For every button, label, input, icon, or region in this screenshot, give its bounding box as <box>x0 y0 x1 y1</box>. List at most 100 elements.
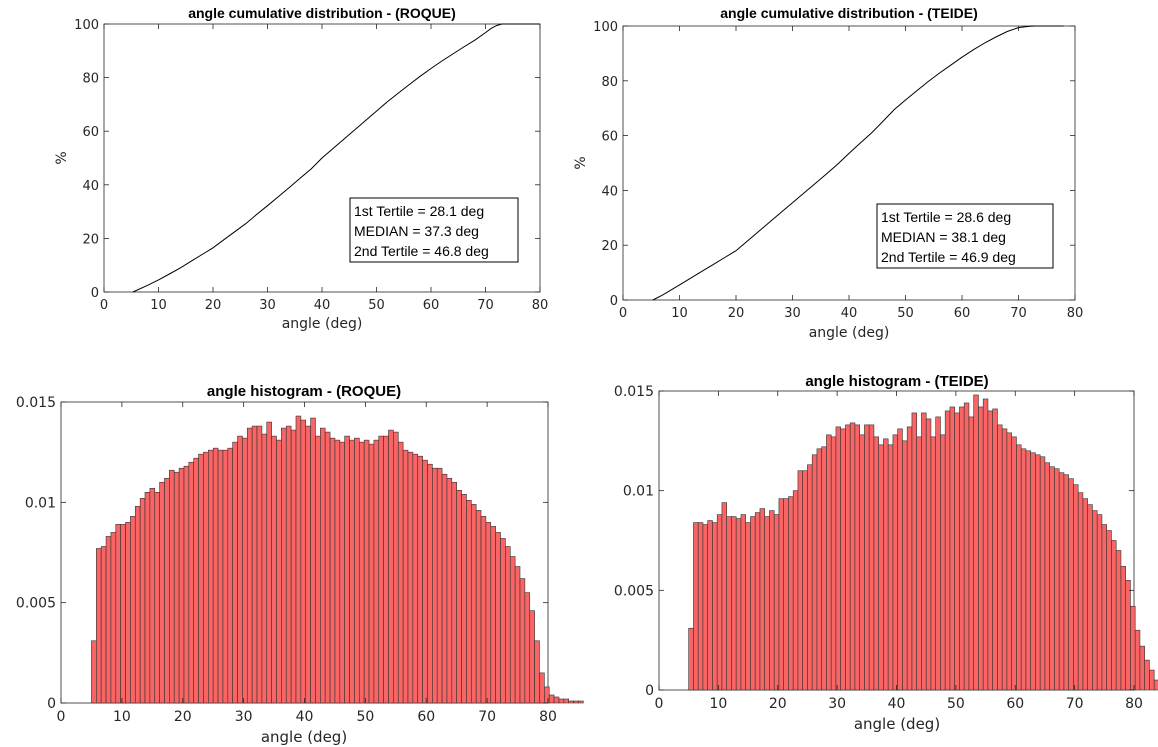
histogram-bar <box>524 592 531 704</box>
histogram-bar <box>826 434 832 691</box>
histogram-bar <box>548 694 555 704</box>
x-tick-label: 80 <box>1125 696 1143 712</box>
histogram-bar <box>271 435 277 704</box>
histogram-bar <box>792 490 799 691</box>
histogram-bar <box>495 532 501 704</box>
histogram-bar <box>1149 669 1155 691</box>
histogram-bar <box>407 451 414 704</box>
histogram-bar <box>1101 524 1107 691</box>
histogram-bar <box>1016 444 1022 691</box>
histogram-bar <box>1073 484 1079 691</box>
x-tick-label: 0 <box>619 306 627 321</box>
x-tick-label: 60 <box>954 306 971 321</box>
histogram-bar <box>363 439 370 704</box>
x-tick-label: 70 <box>1010 306 1027 321</box>
histogram-bar <box>721 502 727 691</box>
x-tick-label: 10 <box>113 709 131 725</box>
histogram-bar <box>183 465 190 704</box>
histogram-bar <box>349 439 355 704</box>
histogram-bar <box>1153 679 1158 691</box>
x-tick-label: 30 <box>259 298 276 313</box>
histogram-bar <box>139 498 146 704</box>
histogram-bar <box>432 467 438 704</box>
histogram-bar <box>1001 428 1008 691</box>
histogram-bar <box>368 443 375 704</box>
x-tick-label: 10 <box>150 298 167 313</box>
histogram-bar <box>295 415 302 704</box>
y-tick-label: 60 <box>601 130 618 145</box>
x-axis-label: angle (deg) <box>282 316 363 332</box>
histogram-bar <box>412 453 419 704</box>
histogram-bar <box>911 412 917 691</box>
histogram-bar <box>864 424 870 691</box>
histogram-bar <box>1006 432 1012 691</box>
x-tick-label: 20 <box>205 298 222 313</box>
histogram-bar <box>144 491 151 704</box>
histogram-bar <box>1096 514 1103 691</box>
histogram-bar <box>859 434 865 691</box>
histogram-bar <box>100 546 107 704</box>
histogram-bar <box>1082 498 1088 691</box>
histogram-bar <box>261 433 268 704</box>
histogram-bar <box>290 429 297 704</box>
histogram-bar <box>159 481 165 704</box>
cumulative-line <box>652 25 1064 301</box>
histogram-bar <box>883 438 889 691</box>
histogram-bar <box>997 424 1003 691</box>
histogram-bar <box>1020 448 1027 691</box>
x-tick-label: 40 <box>888 696 906 712</box>
x-axis-label: angle (deg) <box>809 325 890 341</box>
histogram-bar <box>769 510 775 691</box>
histogram-bar <box>310 417 316 704</box>
x-tick-label: 0 <box>655 696 664 712</box>
histogram-bar <box>397 441 404 704</box>
y-tick-label: 80 <box>601 75 618 90</box>
histogram-bar <box>835 426 841 691</box>
annotation-box <box>349 197 519 263</box>
histogram-bar <box>1077 492 1084 691</box>
y-ticks: 0 0.005 0.01 0.015 <box>614 384 1134 699</box>
histogram-bar <box>778 498 784 691</box>
x-axis-label: angle (deg) <box>854 715 940 733</box>
histogram-bar <box>266 421 272 704</box>
x-tick-label: 0 <box>57 709 66 725</box>
histogram-bar <box>1049 466 1055 691</box>
histogram-bar <box>788 496 794 691</box>
histogram-bar <box>949 406 955 691</box>
histogram-bar <box>978 406 984 691</box>
histogram-bar <box>402 449 409 704</box>
x-tick-label: 40 <box>296 709 314 725</box>
histogram-bar <box>173 471 180 704</box>
x-tick-label: 0 <box>100 298 108 313</box>
x-tick-label: 70 <box>478 709 496 725</box>
histogram-bar <box>878 444 884 691</box>
x-tick-label: 30 <box>828 696 846 712</box>
histogram-bar <box>1139 645 1145 691</box>
histogram-bar <box>944 410 951 691</box>
tertile-annotation: 1st Tertile = 28.1 deg MEDIAN = 37.3 deg… <box>349 197 519 263</box>
x-tick-label: 50 <box>368 298 385 313</box>
x-tick-label: 30 <box>235 709 253 725</box>
histogram-bar <box>1058 472 1065 691</box>
histogram-bar <box>188 461 195 704</box>
y-tick-label: 40 <box>601 184 618 199</box>
histogram-bar <box>315 435 321 704</box>
histogram-bar <box>110 532 117 704</box>
histogram-bar <box>505 546 511 704</box>
histogram-bar <box>149 487 156 704</box>
histogram-bar <box>324 431 331 704</box>
histogram-bar <box>164 477 170 704</box>
histogram-bar <box>1120 566 1126 691</box>
histogram-bar <box>1044 462 1050 691</box>
histogram-bar <box>436 467 443 704</box>
histogram-bar <box>1054 468 1060 691</box>
histogram-bar <box>916 436 922 691</box>
y-tick-label: 0.005 <box>614 583 654 599</box>
histogram-bar <box>1144 659 1150 691</box>
histogram-bar <box>925 418 932 691</box>
histogram-bar <box>1068 478 1074 691</box>
annotation-line-3: 2nd Tertile = 46.9 deg <box>881 249 1016 265</box>
y-ticks: 0 20 40 60 80 100 <box>74 18 540 301</box>
histogram-bar <box>811 454 818 691</box>
histogram-bar <box>193 457 199 704</box>
